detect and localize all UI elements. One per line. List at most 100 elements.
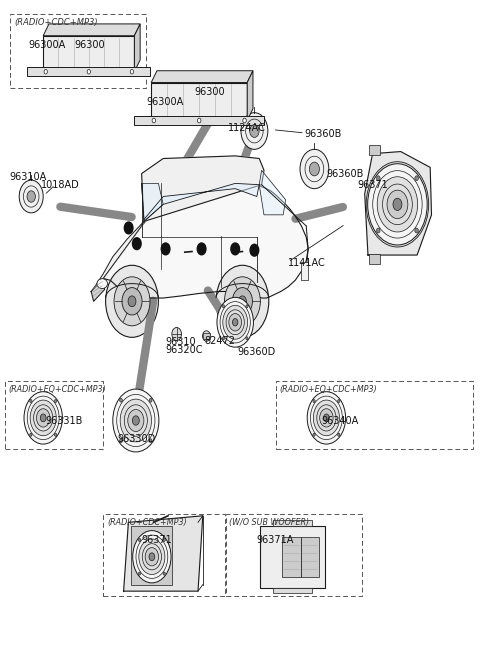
Circle shape xyxy=(197,118,201,123)
Circle shape xyxy=(246,337,248,340)
Circle shape xyxy=(149,553,155,561)
Bar xyxy=(203,333,210,339)
Circle shape xyxy=(36,409,50,427)
Text: 96371: 96371 xyxy=(142,535,172,546)
Bar xyxy=(5,381,103,449)
Circle shape xyxy=(120,439,122,443)
Polygon shape xyxy=(91,221,144,291)
Bar xyxy=(282,536,300,577)
Bar xyxy=(103,514,225,596)
Circle shape xyxy=(132,416,139,425)
Bar xyxy=(10,14,146,88)
Text: 96300: 96300 xyxy=(74,39,105,50)
Bar xyxy=(131,526,172,585)
Circle shape xyxy=(120,398,122,402)
Circle shape xyxy=(54,433,57,436)
Circle shape xyxy=(114,277,150,326)
Circle shape xyxy=(132,238,141,250)
Circle shape xyxy=(120,399,152,442)
Circle shape xyxy=(393,198,402,210)
Polygon shape xyxy=(259,170,286,215)
Circle shape xyxy=(222,337,225,340)
Circle shape xyxy=(366,162,429,247)
Text: 1018AD: 1018AD xyxy=(41,179,80,190)
Circle shape xyxy=(313,400,315,403)
Text: 96331B: 96331B xyxy=(46,416,83,426)
Circle shape xyxy=(246,305,248,308)
Circle shape xyxy=(149,439,152,443)
Bar xyxy=(134,116,264,125)
Circle shape xyxy=(138,538,141,542)
Circle shape xyxy=(122,288,142,315)
Circle shape xyxy=(387,190,408,219)
Circle shape xyxy=(138,572,141,575)
Polygon shape xyxy=(365,151,432,255)
Circle shape xyxy=(24,392,62,444)
Circle shape xyxy=(30,400,32,403)
Circle shape xyxy=(163,538,165,542)
Circle shape xyxy=(203,331,210,341)
Circle shape xyxy=(232,288,252,315)
Circle shape xyxy=(324,414,329,422)
Circle shape xyxy=(149,398,152,402)
Bar xyxy=(369,253,380,264)
Circle shape xyxy=(217,297,253,347)
Polygon shape xyxy=(142,183,163,221)
Circle shape xyxy=(133,531,171,583)
Circle shape xyxy=(113,389,159,452)
Polygon shape xyxy=(91,278,105,301)
Bar xyxy=(369,145,380,155)
Circle shape xyxy=(223,305,248,339)
Bar xyxy=(276,381,473,449)
Polygon shape xyxy=(43,24,140,35)
Text: 96310A: 96310A xyxy=(10,172,47,182)
Circle shape xyxy=(415,176,419,181)
Circle shape xyxy=(128,296,136,307)
Circle shape xyxy=(145,548,158,566)
Circle shape xyxy=(161,243,170,255)
Polygon shape xyxy=(144,183,259,221)
Circle shape xyxy=(54,400,57,403)
Text: 96360B: 96360B xyxy=(326,168,364,179)
Circle shape xyxy=(30,400,56,436)
Circle shape xyxy=(30,433,32,436)
Bar xyxy=(274,520,312,525)
Circle shape xyxy=(239,296,246,307)
Circle shape xyxy=(222,305,225,308)
Circle shape xyxy=(124,222,133,234)
Text: (RADIO+EQ+CDC+MP3): (RADIO+EQ+CDC+MP3) xyxy=(280,385,378,394)
Circle shape xyxy=(368,164,427,245)
Circle shape xyxy=(313,433,315,436)
Circle shape xyxy=(87,69,90,74)
Circle shape xyxy=(197,243,206,255)
Text: 96300A: 96300A xyxy=(29,39,66,50)
Circle shape xyxy=(250,124,259,138)
Text: 96310: 96310 xyxy=(166,337,196,347)
Polygon shape xyxy=(124,516,203,591)
Bar xyxy=(300,536,319,577)
Text: (RADIO+CDC+MP3): (RADIO+CDC+MP3) xyxy=(14,18,98,28)
Circle shape xyxy=(106,265,158,337)
Text: 96320C: 96320C xyxy=(166,345,203,356)
Circle shape xyxy=(216,265,269,337)
Circle shape xyxy=(231,243,240,255)
Circle shape xyxy=(307,392,346,444)
Text: 1124AC: 1124AC xyxy=(228,122,266,133)
Text: 96300A: 96300A xyxy=(146,96,184,107)
Polygon shape xyxy=(151,71,253,83)
Circle shape xyxy=(128,409,144,432)
Text: 96300: 96300 xyxy=(194,86,225,97)
Circle shape xyxy=(313,400,339,436)
Text: (RADIO+EQ+CDC+MP3): (RADIO+EQ+CDC+MP3) xyxy=(9,385,107,394)
Circle shape xyxy=(250,244,259,256)
Circle shape xyxy=(40,414,46,422)
Text: 96360B: 96360B xyxy=(305,129,342,140)
Circle shape xyxy=(152,118,156,123)
Text: 96371A: 96371A xyxy=(257,535,294,546)
Circle shape xyxy=(415,228,419,233)
Circle shape xyxy=(376,176,380,181)
Bar xyxy=(274,588,312,593)
Polygon shape xyxy=(142,156,264,221)
Bar xyxy=(27,67,150,76)
Circle shape xyxy=(337,400,340,403)
